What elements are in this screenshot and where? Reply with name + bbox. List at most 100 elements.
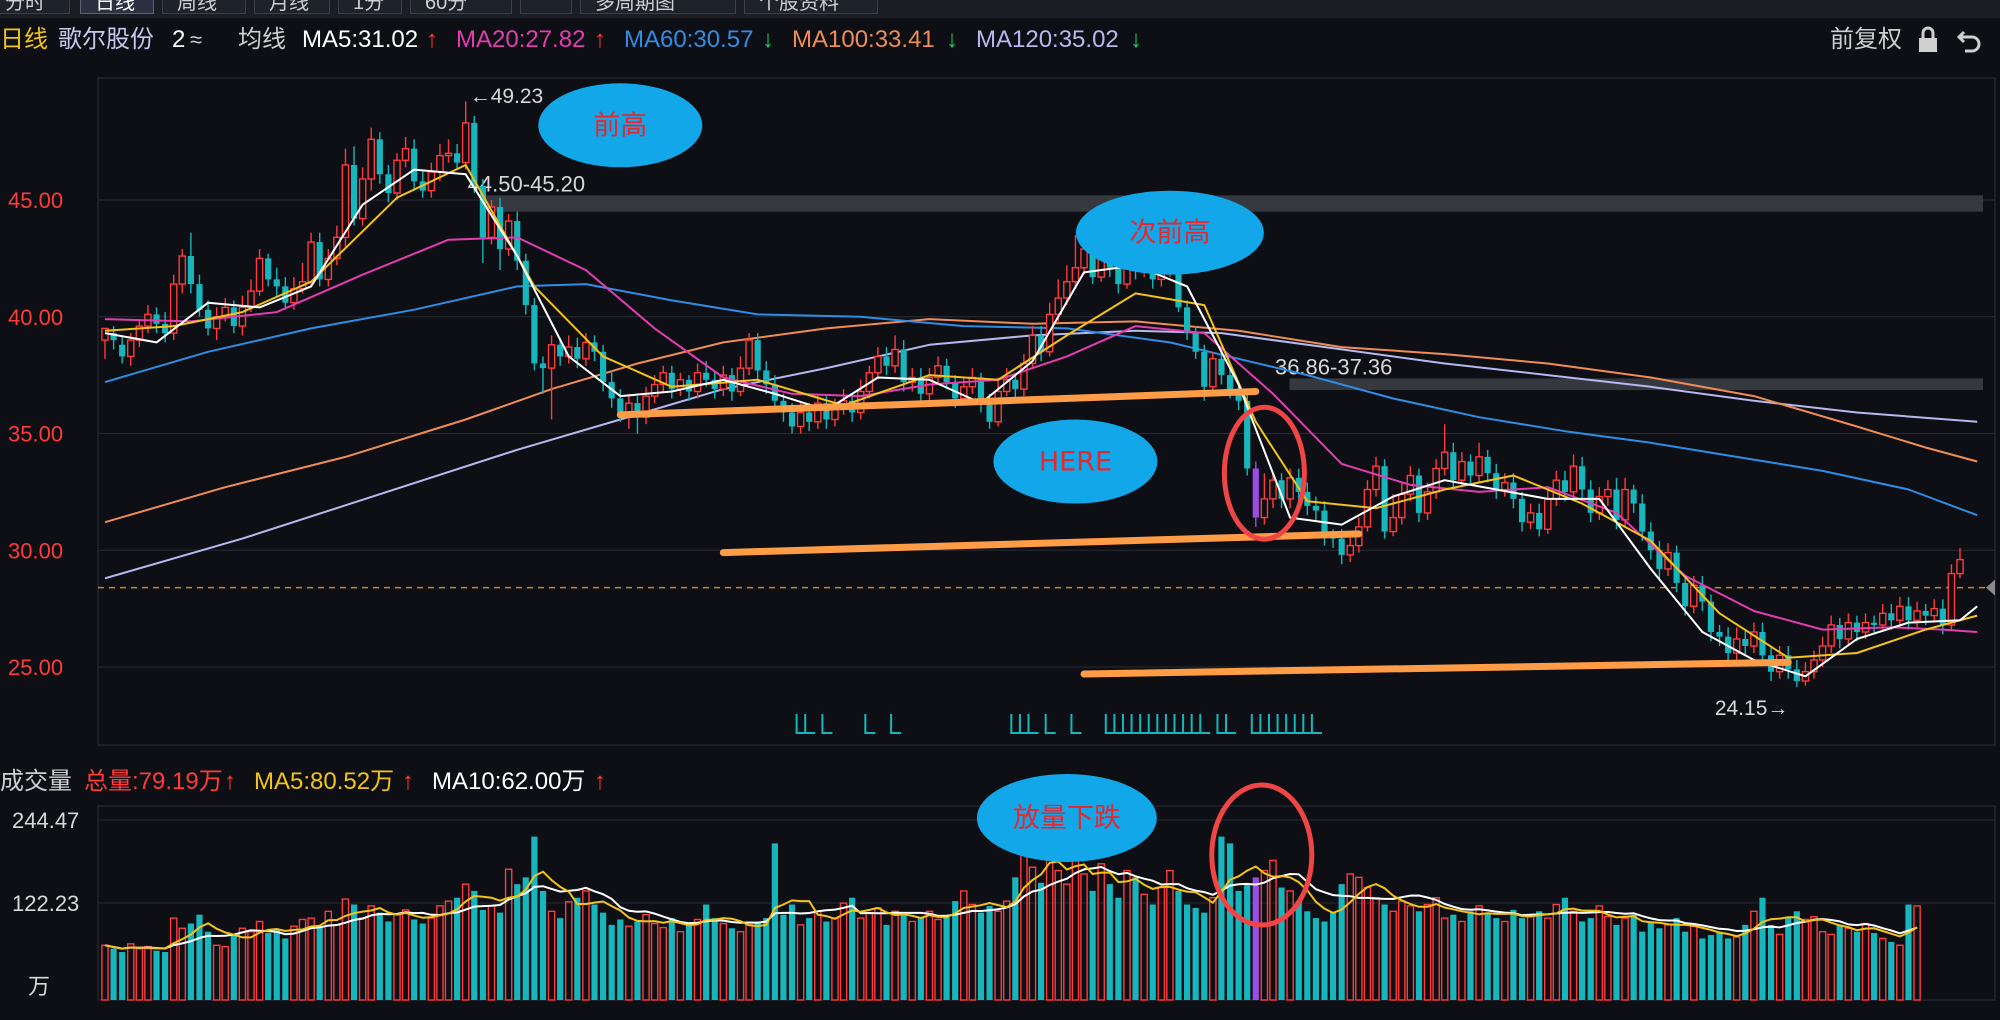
- volume-bar[interactable]: [1106, 884, 1113, 1000]
- volume-bar[interactable]: [119, 952, 126, 1000]
- candle-body[interactable]: [771, 384, 778, 401]
- volume-bar[interactable]: [1664, 924, 1672, 1001]
- volume-bar[interactable]: [1561, 897, 1569, 1000]
- volume-bar[interactable]: [101, 944, 109, 1001]
- volume-bar[interactable]: [298, 918, 307, 1001]
- volume-bar[interactable]: [1209, 897, 1217, 1001]
- volume-bar[interactable]: [1166, 869, 1174, 1001]
- candle-body[interactable]: [1604, 488, 1612, 498]
- volume-bar[interactable]: [1432, 897, 1440, 1001]
- volume-bar[interactable]: [591, 904, 598, 1000]
- candle-body[interactable]: [255, 257, 264, 292]
- volume-bar[interactable]: [685, 924, 693, 1000]
- double-chevron-up-icon[interactable]: ≈: [190, 27, 203, 52]
- volume-bar[interactable]: [333, 924, 341, 1001]
- candle-body[interactable]: [1947, 572, 1956, 626]
- candle-body[interactable]: [934, 365, 942, 379]
- candle-body[interactable]: [461, 122, 470, 164]
- volume-bar[interactable]: [574, 897, 581, 1000]
- candle-body[interactable]: [1183, 307, 1191, 334]
- volume-bar[interactable]: [1844, 927, 1853, 1001]
- candle-body[interactable]: [1526, 512, 1535, 523]
- candle-body[interactable]: [401, 147, 410, 162]
- volume-bar[interactable]: [693, 918, 702, 1001]
- candle-body[interactable]: [1853, 622, 1861, 632]
- volume-bar[interactable]: [1372, 897, 1380, 1001]
- tab-8[interactable]: 个股资料: [744, 0, 878, 14]
- volume-bar[interactable]: [1080, 873, 1088, 1001]
- volume-bar[interactable]: [1827, 933, 1835, 1001]
- volume-bar[interactable]: [454, 897, 461, 1000]
- volume-bar[interactable]: [471, 890, 478, 1000]
- volume-bar[interactable]: [1905, 904, 1912, 1000]
- candle-body[interactable]: [1587, 489, 1594, 513]
- adjust-mode-button[interactable]: 前复权: [1830, 26, 1902, 53]
- candle-body[interactable]: [693, 372, 702, 393]
- candle-body[interactable]: [393, 159, 401, 194]
- volume-bar[interactable]: [1836, 924, 1843, 1000]
- volume-bar[interactable]: [625, 925, 633, 1001]
- candle-body[interactable]: [385, 174, 392, 193]
- volume-bar[interactable]: [788, 904, 796, 1000]
- candle-body[interactable]: [1827, 624, 1835, 647]
- candle-body[interactable]: [273, 279, 280, 287]
- volume-bar[interactable]: [1673, 918, 1680, 1000]
- volume-bar[interactable]: [1543, 917, 1552, 1001]
- candle-body[interactable]: [574, 347, 581, 359]
- undo-icon[interactable]: [1956, 22, 1982, 58]
- volume-bar[interactable]: [238, 927, 247, 1001]
- volume-bar[interactable]: [745, 924, 753, 1001]
- volume-bar[interactable]: [1716, 931, 1723, 1000]
- tab-7[interactable]: 多周期图: [580, 0, 736, 14]
- volume-bar[interactable]: [771, 843, 778, 1000]
- volume-bar[interactable]: [1493, 918, 1500, 1000]
- volume-bar[interactable]: [539, 890, 547, 1000]
- volume-bar[interactable]: [806, 918, 813, 1000]
- volume-bar[interactable]: [1012, 877, 1019, 1000]
- volume-bar[interactable]: [994, 910, 1002, 1001]
- candle-body[interactable]: [1218, 358, 1225, 376]
- volume-bar[interactable]: [1501, 920, 1509, 1001]
- candle-body[interactable]: [1878, 612, 1887, 626]
- lock-icon[interactable]: [1916, 22, 1940, 58]
- candle-body[interactable]: [1389, 516, 1397, 533]
- volume-bar[interactable]: [273, 930, 280, 1000]
- volume-bar[interactable]: [1286, 890, 1294, 1001]
- volume-bar[interactable]: [1149, 904, 1156, 1000]
- candle-body[interactable]: [1028, 334, 1037, 365]
- candle-body[interactable]: [350, 164, 358, 219]
- volume-bar[interactable]: [582, 890, 590, 1001]
- candle-body[interactable]: [471, 122, 478, 186]
- candle-body[interactable]: [1372, 465, 1380, 491]
- volume-bar[interactable]: [350, 904, 358, 1000]
- candle-body[interactable]: [1699, 585, 1706, 602]
- volume-bar[interactable]: [1896, 944, 1904, 1001]
- candle-body[interactable]: [977, 377, 985, 404]
- candle-body[interactable]: [1475, 456, 1483, 477]
- volume-bar[interactable]: [1123, 869, 1131, 1001]
- volume-bar[interactable]: [393, 913, 401, 1001]
- volume-bar[interactable]: [1440, 917, 1449, 1001]
- candle-body[interactable]: [282, 286, 289, 303]
- volume-bar[interactable]: [1526, 913, 1535, 1001]
- volume-bar[interactable]: [754, 921, 761, 1000]
- candle-body[interactable]: [659, 372, 668, 386]
- candle-body[interactable]: [454, 153, 461, 163]
- candle-body[interactable]: [1450, 452, 1457, 481]
- volume-bar[interactable]: [874, 907, 882, 1001]
- candle-body[interactable]: [1716, 631, 1723, 637]
- volume-bar[interactable]: [1406, 905, 1415, 1001]
- volume-bar[interactable]: [736, 930, 745, 1001]
- candle-body[interactable]: [436, 154, 444, 173]
- volume-bar[interactable]: [1423, 903, 1432, 1001]
- volume-bar[interactable]: [341, 898, 350, 1001]
- volume-bar[interactable]: [547, 910, 556, 1001]
- candle-body[interactable]: [874, 355, 882, 374]
- candle-body[interactable]: [796, 411, 805, 428]
- candle-body[interactable]: [1209, 358, 1217, 388]
- volume-bar[interactable]: [144, 945, 152, 1001]
- volume-bar[interactable]: [204, 931, 212, 1000]
- candle-body[interactable]: [1415, 475, 1423, 513]
- volume-bar[interactable]: [1579, 921, 1586, 1000]
